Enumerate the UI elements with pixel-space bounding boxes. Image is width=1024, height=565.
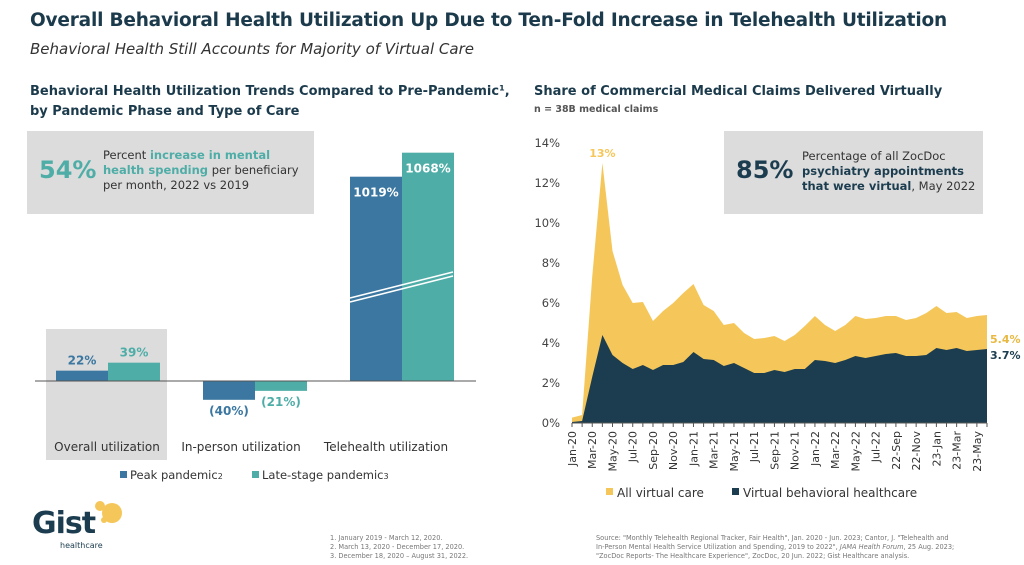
x-tick-label: May-21 <box>728 431 741 472</box>
virtual-claims-area-chart: 0% 2% 4% 6% 8% 10% 12% 14% Jan-20 Mar-20 May-20 Jul… <box>534 136 1021 500</box>
x-tick-label: 23-Jan <box>930 431 943 467</box>
zocdoc-callout: 85% Percentage of all ZocDoc psychiatry … <box>724 131 983 214</box>
bar-data-label: (21%) <box>261 395 301 409</box>
x-tick-label: May-20 <box>606 431 619 472</box>
callout-text: Percent increase in mental health spendi… <box>103 148 299 192</box>
bar-data-label: 1019% <box>353 186 398 200</box>
category-label: Telehealth utilization <box>323 440 448 454</box>
source-line-2: In-Person Mental Health Service Utilizat… <box>596 543 955 551</box>
x-tick-label: Sep-20 <box>647 431 660 470</box>
legend-label: Peak pandemic2 <box>130 468 223 482</box>
logo-bubbles-icon <box>95 501 122 523</box>
x-tick-label: 23-May <box>971 431 984 472</box>
x-tick-label: Jan-22 <box>809 431 822 467</box>
highlight-overall-background <box>46 329 167 460</box>
page-subtitle: Behavioral Health Still Accounts for Maj… <box>30 40 474 58</box>
bar-data-label: 22% <box>68 354 97 368</box>
x-tick-label: Nov-20 <box>667 431 680 470</box>
utilization-bar-chart: 22% (40%) 1019% 39% (21%) 1068% Overall utiliz… <box>35 152 476 482</box>
footnote-2: 2. March 13, 2020 - December 17, 2020. <box>330 543 465 551</box>
bar-late <box>108 362 160 381</box>
left-heading-line1: Behavioral Health Utilization Trends Com… <box>30 84 510 99</box>
bar-data-label: 39% <box>120 346 149 360</box>
legend-label: Virtual behavioral healthcare <box>743 486 917 500</box>
y-tick-label: 14% <box>534 136 560 150</box>
callout-text: Percentage of all ZocDoc psychiatry appo… <box>802 149 976 193</box>
last-all-label: 5.4% <box>990 333 1021 346</box>
y-tick-label: 12% <box>534 176 560 190</box>
y-tick-label: 2% <box>542 376 560 390</box>
x-tick-label: 22-Sep <box>890 431 903 470</box>
footnote-3: 3. December 18, 2020 – August 31, 2022. <box>330 552 469 560</box>
legend-swatch <box>732 488 739 495</box>
y-tick-label: 0% <box>542 416 560 430</box>
page-title: Overall Behavioral Health Utilization Up… <box>30 10 947 31</box>
x-tick-label: Mar-20 <box>586 431 599 469</box>
y-tick-label: 6% <box>542 296 560 310</box>
legend-footnote: 2 <box>218 472 223 481</box>
right-chart-heading: Share of Commercial Medical Claims Deliv… <box>534 84 943 99</box>
last-behavioral-label: 3.7% <box>990 349 1021 362</box>
peak-label: 13% <box>589 147 615 160</box>
bar-data-label: 1068% <box>405 162 450 176</box>
x-tick-label: 23-Mar <box>951 431 964 470</box>
x-tick-label: Nov-21 <box>789 431 802 470</box>
source-note: Source: "Monthly Telehealth Regional Tra… <box>596 534 954 561</box>
category-label: In-person utilization <box>181 440 300 454</box>
bar-peak <box>203 381 255 400</box>
area-behavioral <box>572 335 987 423</box>
legend-swatch <box>120 471 127 478</box>
x-tick-label: Jul-21 <box>748 431 761 463</box>
category-label: Overall utilization <box>54 440 160 454</box>
source-line-3: "ZocDoc Reports- The Healthcare Experien… <box>596 552 910 560</box>
callout-value: 85% <box>736 156 794 184</box>
left-chart-heading: Behavioral Health Utilization Trends Com… <box>30 82 510 122</box>
x-tick-label: May-22 <box>849 431 862 472</box>
footnote-1: 1. January 2019 - March 12, 2020. <box>330 534 443 542</box>
axis-break-mark <box>349 271 454 303</box>
x-tick-label: Sep-21 <box>768 431 781 470</box>
bar-peak <box>350 176 402 381</box>
x-tick-label: Jan-21 <box>687 431 700 467</box>
y-tick-label: 8% <box>542 256 560 270</box>
x-tick-label: 22-Nov <box>910 431 923 471</box>
source-line-1: Source: "Monthly Telehealth Regional Tra… <box>596 534 949 542</box>
bar-late <box>402 152 454 381</box>
bar-data-label: (40%) <box>209 404 249 418</box>
bar-late <box>255 381 307 391</box>
bar-peak <box>56 370 108 381</box>
legend-swatch <box>606 488 613 495</box>
spending-callout: 54% Percent increase in mental health sp… <box>27 131 314 214</box>
y-tick-label: 4% <box>542 336 560 350</box>
callout-value: 54% <box>39 156 97 184</box>
logo-name: Gist <box>32 506 96 541</box>
legend-swatch <box>252 471 259 478</box>
x-tick-label: Jul-22 <box>870 431 883 463</box>
left-heading-line2: by Pandemic Phase and Type of Care <box>30 104 300 119</box>
x-tick-label: Mar-21 <box>708 431 721 469</box>
x-tick-label: Jan-20 <box>566 431 579 467</box>
y-tick-label: 10% <box>534 216 560 230</box>
gist-logo: Gist healthcare <box>30 498 130 554</box>
legend-footnote: 3 <box>384 472 389 481</box>
sample-size-note: n = 38B medical claims <box>534 104 659 115</box>
legend-label: Late-stage pandemic3 <box>262 468 389 482</box>
legend-label: All virtual care <box>617 486 704 500</box>
x-tick-label: Jul-20 <box>627 431 640 463</box>
logo-tagline: healthcare <box>60 541 103 550</box>
x-tick-label: Mar-22 <box>829 431 842 469</box>
footnotes: 1. January 2019 - March 12, 2020. 2. Mar… <box>330 534 468 561</box>
